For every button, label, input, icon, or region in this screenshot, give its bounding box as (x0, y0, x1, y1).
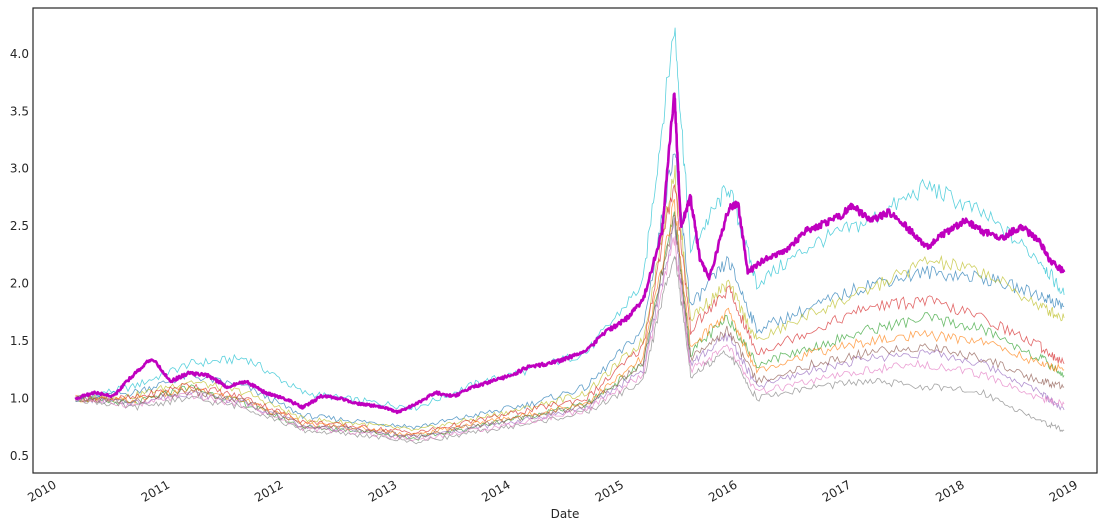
series-layer (74, 27, 1066, 445)
x-axis-title: Date (551, 507, 580, 521)
x-tick-label: 2011 (139, 477, 172, 504)
x-tick-label: 2016 (706, 477, 739, 504)
x-tick-label: 2013 (366, 477, 399, 504)
y-tick-label: 0.5 (10, 449, 29, 463)
series-line-1 (75, 27, 1065, 411)
series-line-9 (75, 236, 1065, 442)
series-line-8 (75, 255, 1065, 445)
x-tick-label: 2017 (820, 477, 853, 504)
y-tick-label: 3.5 (10, 104, 29, 118)
series-line-2 (75, 153, 1065, 430)
x-tick-label: 2015 (593, 477, 626, 504)
highlight-series-line (74, 92, 1066, 415)
y-tick-label: 2.0 (10, 277, 29, 291)
y-tick-label: 2.5 (10, 219, 29, 233)
x-tick-label: 2018 (933, 477, 966, 504)
y-tick-label: 4.0 (10, 47, 29, 61)
series-line-5 (75, 211, 1065, 441)
series-line-10 (75, 214, 1065, 438)
series-line-7 (75, 217, 1065, 440)
y-tick-label: 1.0 (10, 391, 29, 405)
plot-frame (32, 7, 1098, 474)
x-tick-label: 2010 (25, 477, 58, 504)
x-tick-label: 2019 (1047, 477, 1080, 504)
y-tick-label: 3.0 (10, 162, 29, 176)
x-tick-label: 2012 (252, 477, 285, 504)
x-tick-label: 2014 (479, 477, 512, 504)
series-line-4 (75, 184, 1065, 435)
y-tick-label: 1.5 (10, 334, 29, 348)
